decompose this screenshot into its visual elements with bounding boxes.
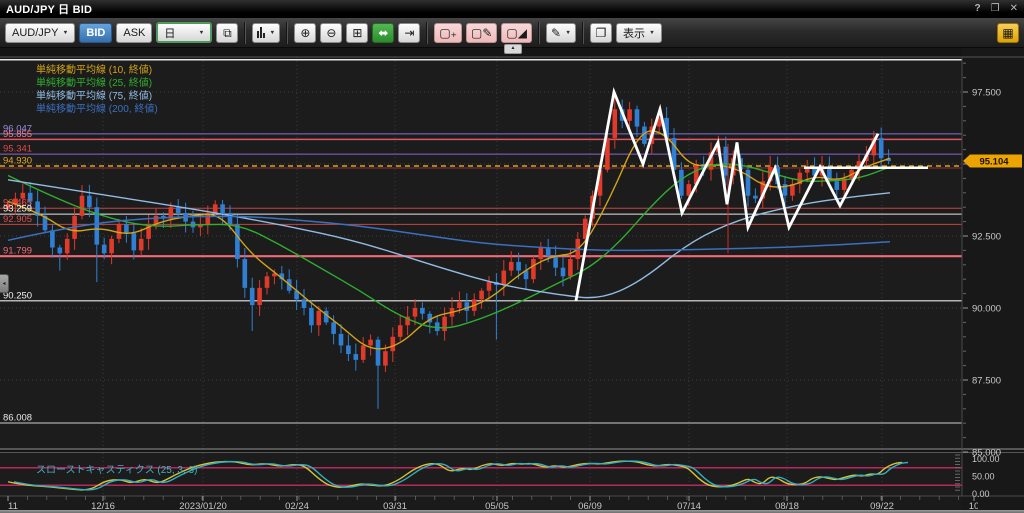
svg-text:06/09: 06/09 bbox=[578, 501, 602, 512]
toolbar-separator bbox=[538, 21, 540, 44]
svg-text:87.500: 87.500 bbox=[972, 375, 1001, 386]
grid-layout-button[interactable]: ▦ bbox=[997, 22, 1019, 43]
horizontal-price-lines bbox=[0, 58, 962, 424]
delete-shape-icon[interactable]: ▢◢ bbox=[501, 22, 532, 43]
grid-lines bbox=[0, 57, 962, 496]
chart-type-icon bbox=[257, 27, 266, 38]
price-axis-bg[interactable] bbox=[962, 48, 1024, 513]
svg-text:12/16: 12/16 bbox=[91, 501, 115, 512]
toolbar-separator bbox=[244, 21, 247, 44]
ask-button[interactable]: ASK bbox=[116, 22, 153, 43]
zoom-in-icon[interactable]: ⊕ bbox=[294, 22, 317, 43]
svg-text:10: 10 bbox=[969, 501, 980, 512]
svg-text:05/05: 05/05 bbox=[485, 501, 509, 512]
compare-icon[interactable]: ⧉ bbox=[216, 22, 239, 43]
main-pane bbox=[0, 58, 962, 424]
svg-text:90.250: 90.250 bbox=[3, 290, 32, 301]
grid-layout-icon: ▦ bbox=[1002, 25, 1014, 40]
chevron-down-icon: ▼ bbox=[198, 29, 205, 36]
svg-text:100.00: 100.00 bbox=[972, 454, 1000, 464]
triangle-up-icon: ▲ bbox=[510, 45, 516, 51]
svg-text:11: 11 bbox=[8, 501, 18, 512]
svg-text:92.905: 92.905 bbox=[3, 214, 32, 225]
svg-text:97.500: 97.500 bbox=[972, 87, 1001, 98]
svg-text:86.008: 86.008 bbox=[3, 412, 32, 423]
time-axis[interactable]: 11 12/16 2023/01/20 02/24 03/31 05/05 06/09 07/… bbox=[7, 496, 980, 512]
zigzag-trend-annotation[interactable] bbox=[574, 86, 880, 302]
ma-line-0 bbox=[7, 130, 891, 350]
current-price-badge: 95.104 bbox=[963, 154, 1022, 168]
period-select[interactable]: 日 ▼ bbox=[156, 22, 213, 43]
svg-text:94.930: 94.930 bbox=[3, 156, 32, 167]
toolbar-separator bbox=[286, 21, 289, 44]
stoch-series-1 bbox=[13, 460, 909, 491]
symbol-select[interactable]: AUD/JPY ▼ bbox=[5, 22, 76, 43]
svg-text:0.00: 0.00 bbox=[972, 489, 990, 499]
svg-text:96.047: 96.047 bbox=[3, 123, 32, 134]
svg-text:03/31: 03/31 bbox=[383, 501, 407, 512]
ma-line-2 bbox=[7, 179, 891, 299]
panel-collapse-handle[interactable]: ◂ bbox=[0, 274, 9, 293]
zoom-out-icon[interactable]: ⊖ bbox=[320, 22, 343, 43]
collapse-tab-handle[interactable]: ▲ bbox=[504, 44, 522, 54]
chevron-down-icon: ▼ bbox=[269, 29, 276, 36]
symbol-label: AUD/JPY bbox=[12, 26, 59, 39]
svg-text:95.341: 95.341 bbox=[3, 144, 32, 155]
display-menu-button[interactable]: 表示 ▼ bbox=[616, 22, 662, 43]
edit-shape-icon[interactable]: ▢✎ bbox=[466, 22, 498, 43]
pencil-icon: ✎ bbox=[551, 25, 562, 40]
bid-button[interactable]: BID bbox=[79, 22, 113, 43]
toolbar-separator bbox=[582, 21, 585, 44]
ma-line-3 bbox=[7, 215, 891, 252]
window-controls: ? ❐ ✕ bbox=[975, 2, 1018, 16]
svg-text:95.855: 95.855 bbox=[3, 129, 32, 140]
svg-text:95.104: 95.104 bbox=[979, 157, 1009, 168]
toolbar-separator bbox=[426, 21, 429, 44]
svg-text:08/18: 08/18 bbox=[775, 501, 799, 512]
svg-text:09/22: 09/22 bbox=[870, 501, 894, 512]
svg-text:90.000: 90.000 bbox=[972, 303, 1001, 314]
window-title: AUD/JPY 日 BID bbox=[6, 4, 93, 16]
display-label: 表示 bbox=[623, 27, 646, 40]
window-bottom-edge bbox=[0, 510, 1024, 513]
svg-text:50.00: 50.00 bbox=[972, 472, 995, 482]
snapshot-icon[interactable]: ❐ bbox=[590, 22, 613, 43]
draw-pencil-button[interactable]: ✎ ▼ bbox=[546, 22, 577, 43]
svg-text:93.465: 93.465 bbox=[3, 198, 32, 209]
fit-horizontal-icon[interactable]: ⬌ bbox=[372, 22, 395, 43]
svg-text:91.799: 91.799 bbox=[3, 246, 32, 257]
chart-area[interactable]: ▲ ◂ 単純移動平均線 (10, 終値) 単純移動平均線 (25, 終値) 単純移動… bbox=[0, 44, 1024, 513]
svg-text:02/24: 02/24 bbox=[285, 501, 309, 512]
stoch-pane-bg bbox=[0, 452, 962, 496]
chevron-down-icon: ▼ bbox=[649, 29, 655, 36]
title-bar: AUD/JPY 日 BID ? ❐ ✕ bbox=[0, 0, 1024, 18]
toolbar: AUD/JPY ▼ BID ASK 日 ▼ ⧉ ▼ ⊕ ⊖ ⊞ ⬌ ⇥ ▢₊ ▢… bbox=[0, 18, 1024, 48]
time-axis-bg[interactable] bbox=[0, 496, 962, 510]
close-button[interactable]: ✕ bbox=[1009, 3, 1018, 14]
main-pane-bg bbox=[0, 57, 962, 449]
chevron-down-icon: ▼ bbox=[62, 29, 69, 36]
triangle-left-icon: ◂ bbox=[2, 281, 6, 287]
svg-text:92.500: 92.500 bbox=[972, 231, 1001, 242]
maximize-button[interactable]: ❐ bbox=[990, 3, 1000, 14]
svg-text:93.259: 93.259 bbox=[3, 204, 32, 215]
scroll-to-latest-icon[interactable]: ⇥ bbox=[398, 22, 421, 43]
add-shape-icon[interactable]: ▢₊ bbox=[434, 22, 463, 43]
svg-text:07/14: 07/14 bbox=[677, 501, 701, 512]
help-button[interactable]: ? bbox=[974, 3, 981, 14]
period-label: 日 bbox=[164, 27, 176, 40]
chevron-down-icon: ▼ bbox=[565, 29, 572, 36]
fit-both-icon[interactable]: ⊞ bbox=[346, 22, 369, 43]
chart-type-select[interactable]: ▼ bbox=[252, 22, 281, 43]
ma-line-1 bbox=[7, 163, 891, 329]
svg-text:2023/01/20: 2023/01/20 bbox=[179, 501, 227, 512]
svg-text:85.000: 85.000 bbox=[972, 447, 1001, 458]
